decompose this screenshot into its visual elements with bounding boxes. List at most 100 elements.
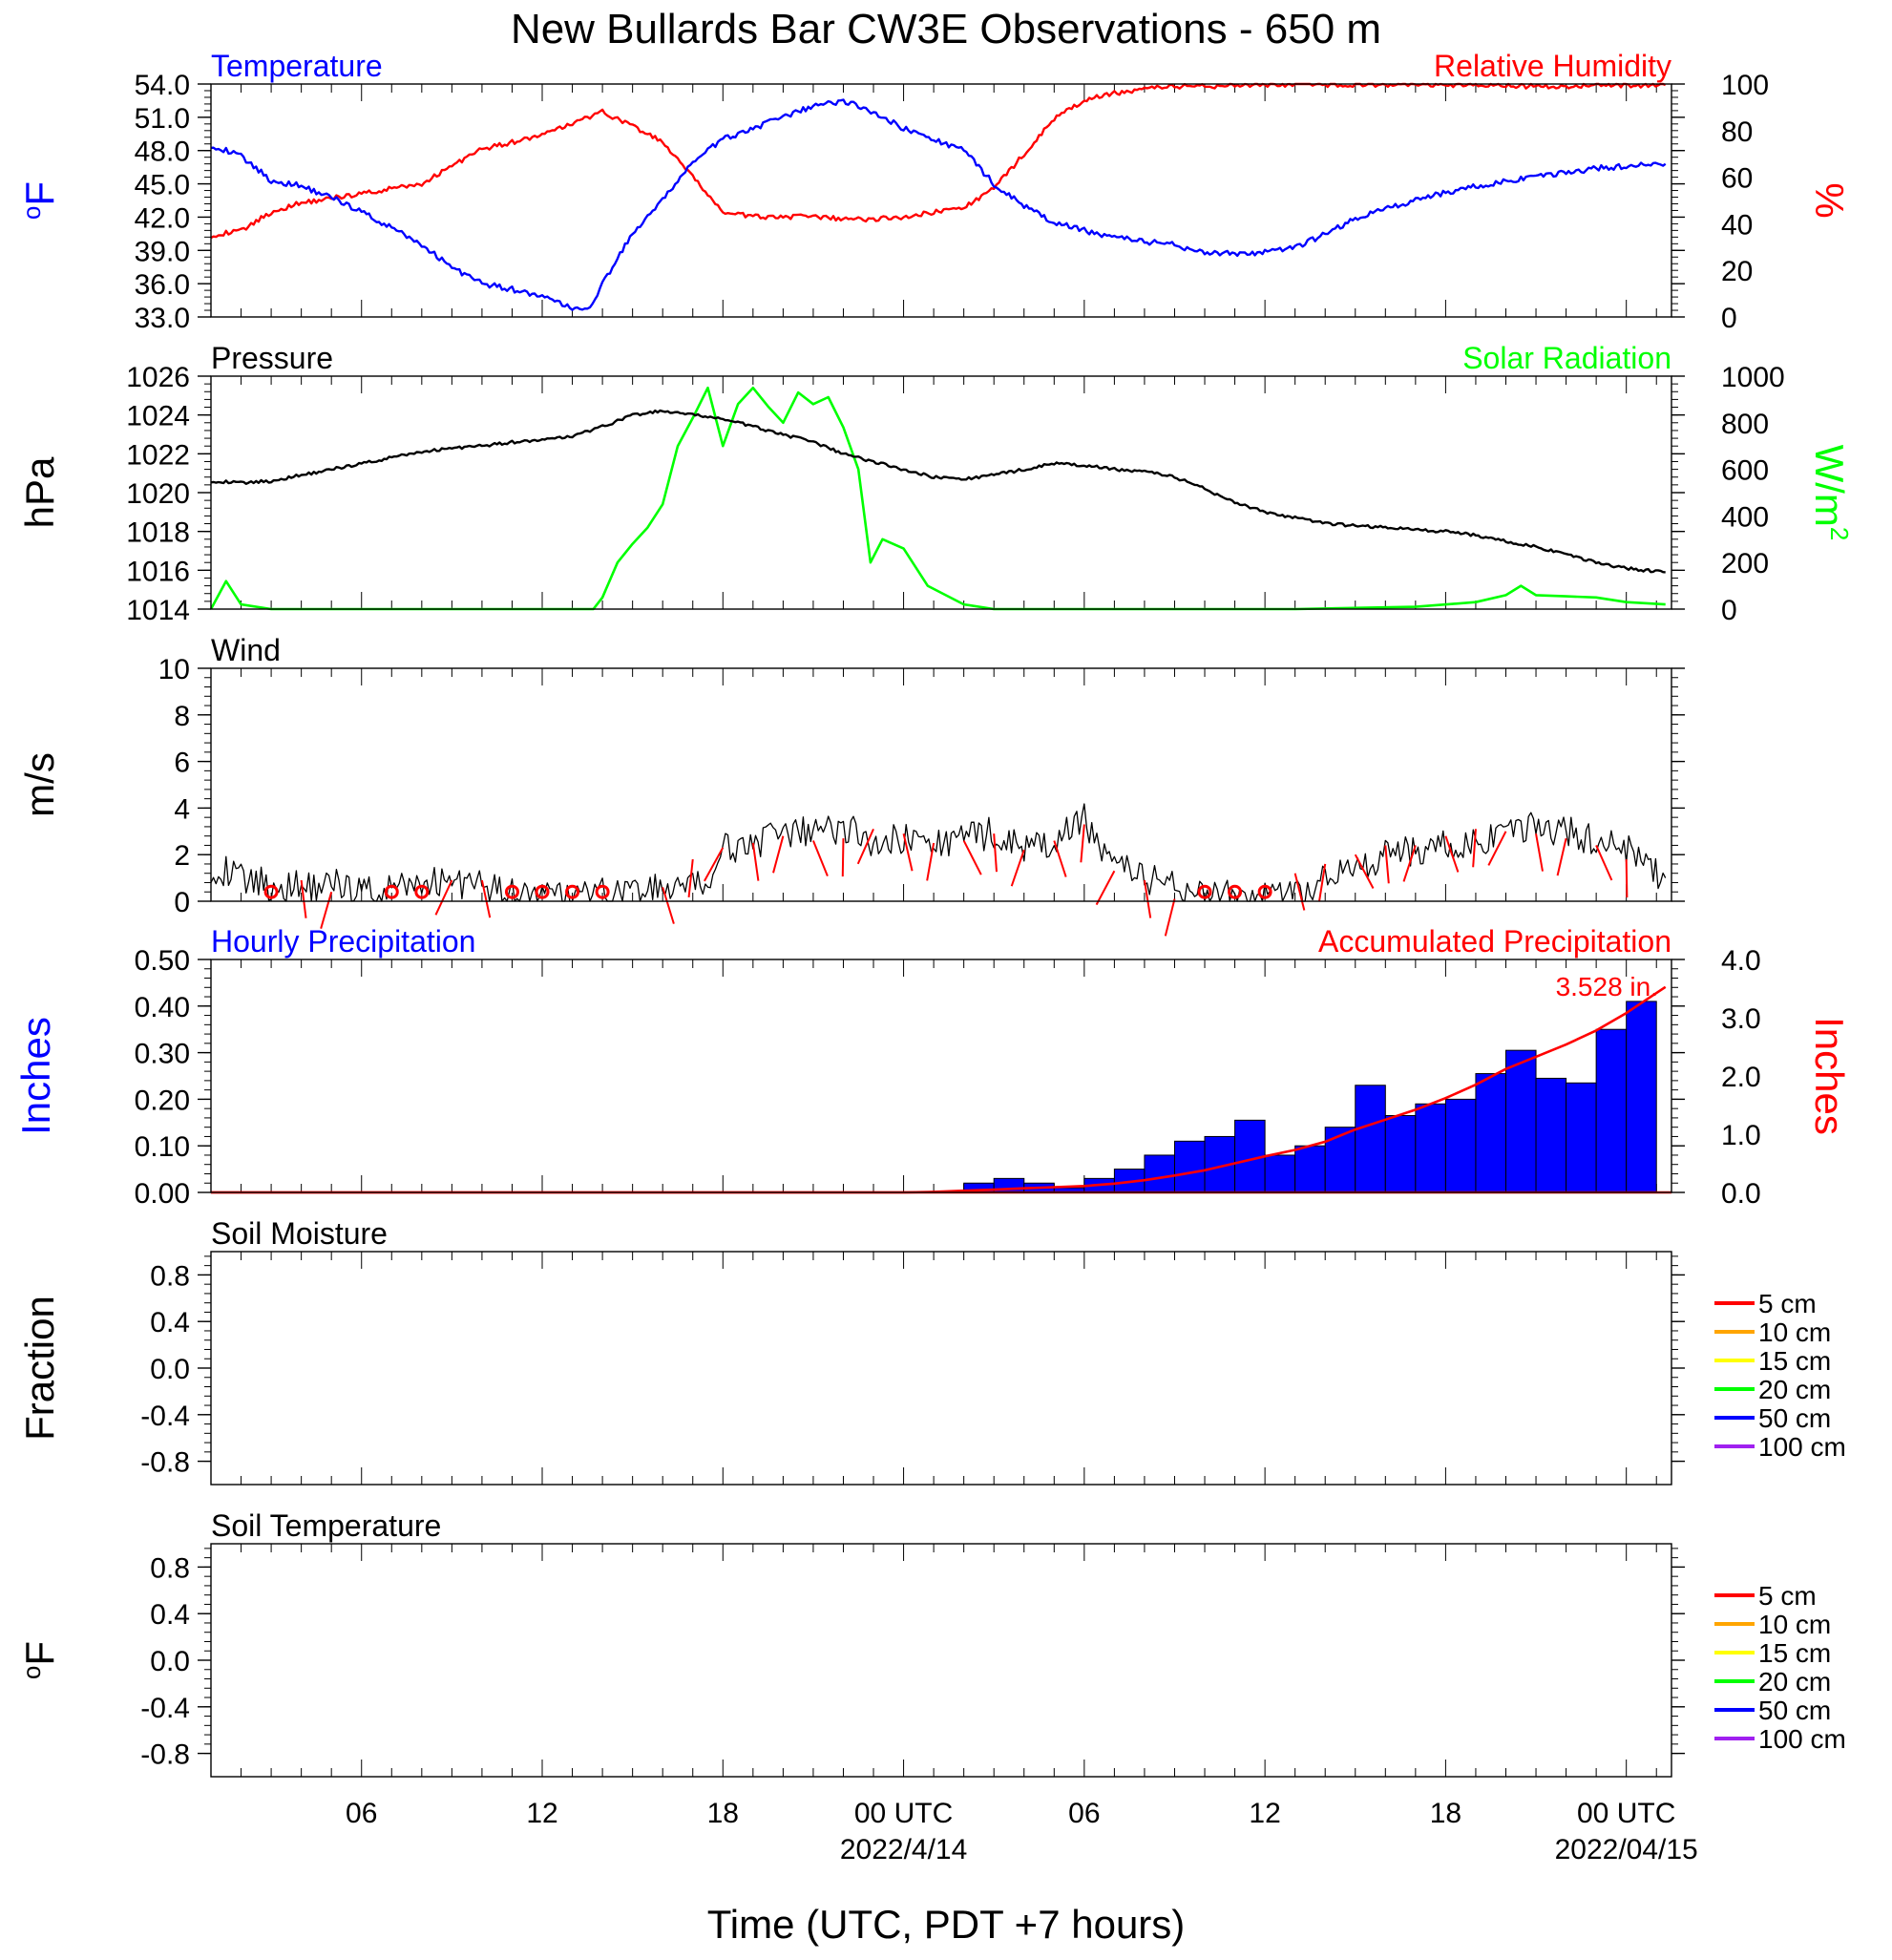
wind-barb xyxy=(1164,898,1176,937)
x-tick-label: 00 UTC xyxy=(1577,1798,1675,1829)
wind-barb xyxy=(812,840,829,877)
wind-barb xyxy=(1535,833,1544,872)
wind-barb xyxy=(772,835,785,874)
wind-calm-marker xyxy=(263,884,279,899)
legend-label: 10 cm xyxy=(1758,1317,1831,1347)
precip-bar xyxy=(1294,1145,1326,1193)
panels: 33.036.039.042.045.048.051.054.002040608… xyxy=(13,49,1854,1865)
y-tick-label-right: 0.0 xyxy=(1721,1178,1761,1210)
y-tick-label-right: 80 xyxy=(1721,116,1753,148)
y-tick-label-right: 800 xyxy=(1721,409,1769,440)
precip-bar xyxy=(1475,1073,1506,1193)
y-tick-label-right: 3.0 xyxy=(1721,1003,1761,1035)
y-tick-label: 1016 xyxy=(126,556,190,587)
wind-barb xyxy=(1293,873,1306,911)
panel-3: 0 2 4 6 8 10 Wind m/s xyxy=(17,633,1685,937)
panel-title-left: Soil Temperature xyxy=(211,1508,441,1543)
precip-bar xyxy=(1415,1103,1446,1193)
wind-barb xyxy=(962,840,982,875)
wind-barb xyxy=(993,833,998,873)
precip-bar xyxy=(1355,1085,1386,1193)
wind-calm-marker xyxy=(1257,884,1272,899)
y-tick-label: 4 xyxy=(174,793,190,825)
panel-title-left: Hourly Precipitation xyxy=(211,924,475,959)
wind-barb xyxy=(1095,870,1116,906)
y-axis-label-right: % xyxy=(1807,182,1852,218)
panel-title-right: Solar Radiation xyxy=(1462,341,1671,375)
precip-bar xyxy=(1566,1082,1597,1193)
wind-calm-marker xyxy=(565,884,580,899)
accumulated-total-label: 3.528 in. xyxy=(1556,972,1658,1001)
y-tick-label-right: 60 xyxy=(1721,163,1753,195)
wind-barb xyxy=(751,842,760,881)
y-tick-label: 0.30 xyxy=(135,1039,190,1070)
wind-barb xyxy=(480,879,492,918)
y-tick-label-right: 100 xyxy=(1721,70,1769,101)
y-tick-label: 0.50 xyxy=(135,945,190,977)
y-tick-label-right: 2.0 xyxy=(1721,1062,1761,1093)
x-tick-label: 12 xyxy=(526,1798,557,1829)
panel-frame xyxy=(210,83,1672,318)
panel-2: 1014 1016 1018 1020 1022 1024 1026 0 200 400 600 80… xyxy=(17,341,1854,626)
wind-barb xyxy=(1556,837,1567,876)
panel-frame xyxy=(210,375,1672,610)
y-tick-label: 0.0 xyxy=(150,1646,190,1677)
accumulated-line xyxy=(211,985,1667,1194)
legend-label: 50 cm xyxy=(1758,1696,1831,1725)
wind-barb xyxy=(1384,845,1390,884)
y-tick-label: 0.40 xyxy=(135,992,190,1023)
wind-barb xyxy=(1402,845,1417,882)
precip-bar xyxy=(1595,1028,1628,1193)
legend-label: 10 cm xyxy=(1758,1610,1831,1639)
x-tick-label: 06 xyxy=(1068,1798,1100,1829)
y-tick-label: 1020 xyxy=(126,478,190,510)
precip-bar xyxy=(1504,1049,1537,1193)
y-tick-label-right: 4.0 xyxy=(1721,945,1761,977)
precip-bar xyxy=(1535,1077,1567,1193)
wind-barb xyxy=(662,887,675,924)
y-tick-label: 48.0 xyxy=(135,137,190,168)
panel-5: -0.8 -0.4 0.0 0.4 0.8 Soil Moisture Fraction 5 … xyxy=(17,1216,1846,1486)
wind-barb xyxy=(320,891,333,929)
wind-barb xyxy=(1143,879,1152,918)
precip-bar xyxy=(1444,1098,1477,1193)
y-tick-label-right: 20 xyxy=(1721,256,1753,287)
x-tick-label: 00 UTC xyxy=(854,1798,953,1829)
legend-label: 5 cm xyxy=(1758,1289,1817,1318)
x-axis-label: Time (UTC, PDT +7 hours) xyxy=(707,1902,1186,1947)
panel-frame xyxy=(210,1251,1672,1486)
legend-label: 15 cm xyxy=(1758,1346,1831,1376)
legend-label: 100 cm xyxy=(1758,1432,1846,1462)
wind-calm-marker xyxy=(384,884,399,899)
solar-radiation-line xyxy=(209,386,1666,611)
panel-1: 33.036.039.042.045.048.051.054.0 0 20 40 60 8… xyxy=(17,49,1852,334)
y-axis-label-right: W/m2 xyxy=(1807,445,1854,541)
y-tick-label: 1026 xyxy=(126,362,190,393)
wind-line xyxy=(210,803,1667,902)
y-tick-label: 51.0 xyxy=(135,103,190,135)
y-tick-label: 0.0 xyxy=(150,1354,190,1385)
y-tick-label-right: 1000 xyxy=(1721,362,1785,393)
panel-title-left: Pressure xyxy=(211,341,333,375)
panel-title-right: Accumulated Precipitation xyxy=(1318,924,1671,959)
legend-label: 5 cm xyxy=(1758,1581,1817,1611)
precip-bar xyxy=(1324,1127,1356,1193)
precip-bar xyxy=(1626,1001,1657,1193)
y-tick-label: 1022 xyxy=(126,439,190,471)
panel-title-right: Relative Humidity xyxy=(1434,49,1671,83)
y-axis-label-right: Inches xyxy=(1807,1017,1852,1135)
legend-label: 20 cm xyxy=(1758,1667,1831,1697)
precip-bar xyxy=(1264,1154,1296,1193)
panel-title-left: Soil Moisture xyxy=(211,1216,388,1251)
wind-calm-marker xyxy=(1228,884,1243,899)
legend-label: 20 cm xyxy=(1758,1375,1831,1404)
y-tick-label-right: 0 xyxy=(1721,303,1737,334)
y-tick-label-right: 0 xyxy=(1721,595,1737,626)
y-tick-label: -0.8 xyxy=(140,1739,190,1771)
wind-barb xyxy=(1354,854,1375,889)
wind-barb xyxy=(300,879,307,918)
y-tick-label: 8 xyxy=(174,701,190,732)
y-axis-label-left: oF xyxy=(17,181,62,220)
